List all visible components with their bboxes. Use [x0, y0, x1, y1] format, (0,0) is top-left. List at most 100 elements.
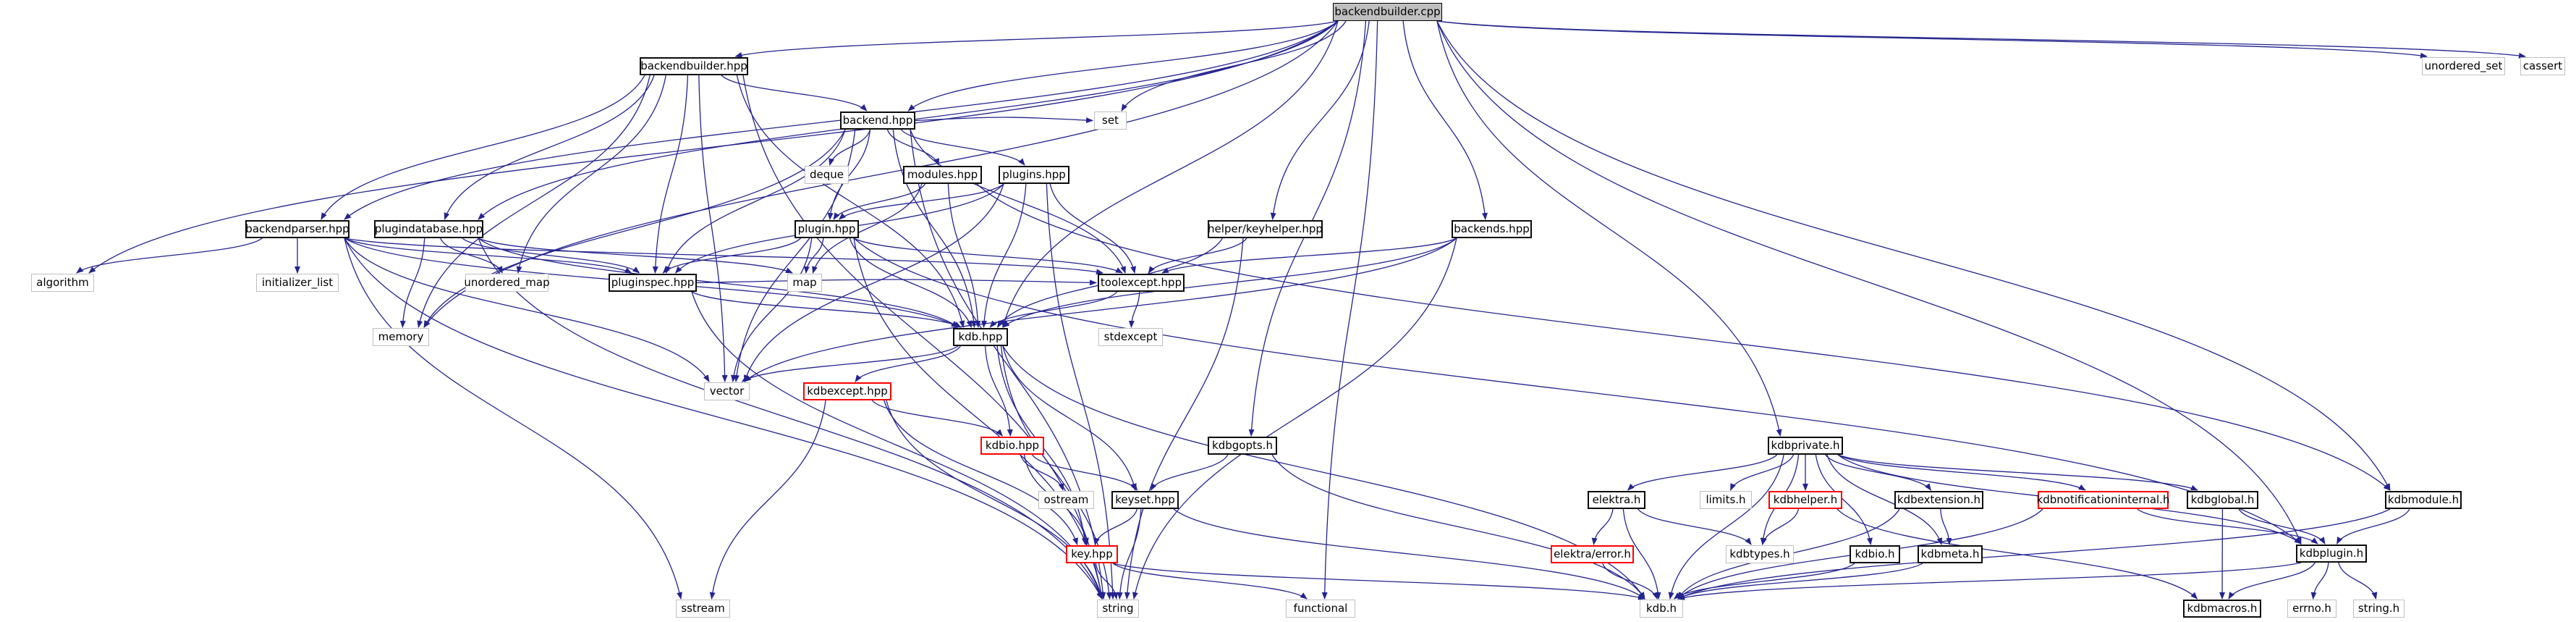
include-edge-kdbio-hpp-to-ostream [1020, 454, 1064, 491]
include-edge-kdbplugin-h-to-kdbmacros-h [2228, 562, 2316, 600]
include-edge-backendbuilder-cpp-to-unordered-set [1436, 20, 2428, 59]
include-edge-backend-hpp-to-memory [423, 129, 846, 328]
include-edge-plugin-hpp-to-vector [731, 238, 813, 382]
include-edge-backendbuilder-hpp-to-backendparser-hpp [321, 75, 645, 220]
graph-node-kdbprivate-h[interactable]: kdbprivate.h [1768, 437, 1843, 455]
include-edge-plugindatabase-hpp-to-map [478, 238, 793, 274]
graph-node-kdbmodule-h[interactable]: kdbmodule.h [2385, 491, 2462, 509]
graph-node-modules-hpp[interactable]: modules.hpp [903, 166, 982, 184]
include-edge-backendbuilder-cpp-to-set [1121, 20, 1347, 112]
include-edge-toolexcept-hpp-to-kdb-hpp [989, 291, 1118, 328]
include-edge-backend-hpp-to-pluginspec-hpp [665, 129, 846, 274]
graph-node-kdbio-h[interactable]: kdbio.h [1850, 545, 1900, 563]
include-edge-kdb-hpp-to-kdbio-hpp [984, 345, 1013, 437]
include-edge-backendbuilder-cpp-to-helper-keyhelper-hpp [1270, 20, 1370, 220]
include-edge-kdbmeta-h-to-kdb-h [1677, 563, 1923, 600]
include-edge-backend-hpp-to-kdb-hpp [892, 129, 977, 328]
include-edge-kdbmodule-h-to-kdb-h [1677, 508, 2391, 600]
include-edge-backends-hpp-to-toolexcept-hpp [1161, 238, 1457, 274]
include-edge-kdb-hpp-to-keyset-hpp [1002, 345, 1137, 491]
graph-node-algorithm: algorithm [31, 274, 94, 292]
include-edge-backendparser-hpp-to-vector [344, 238, 710, 382]
include-edge-plugins-hpp-to-toolexcept-hpp [1049, 183, 1137, 274]
graph-node-kdbnotificationinternal-h[interactable]: kdbnotificationinternal.h [2037, 491, 2169, 509]
include-edge-backendbuilder-cpp-to-backends-hpp [1402, 20, 1488, 220]
graph-node-kdbmacros-h[interactable]: kdbmacros.h [2183, 600, 2261, 618]
include-edge-kdbmodule-h-to-kdbplugin-h [2336, 508, 2410, 545]
graph-node-kdbio-hpp[interactable]: kdbio.hpp [980, 437, 1044, 455]
graph-node-kdbglobal-h[interactable]: kdbglobal.h [2187, 491, 2258, 509]
include-edge-kdbprivate-h-to-kdbio-h [1815, 454, 1873, 545]
graph-node-key-hpp[interactable]: key.hpp [1066, 545, 1118, 563]
graph-node-backendparser-hpp[interactable]: backendparser.hpp [245, 220, 349, 238]
include-edge-kdbgopts-h-to-kdb-h [1271, 454, 1645, 600]
include-edge-kdbhelper-h-to-kdbmacros-h [1836, 508, 2198, 600]
graph-node-vector: vector [704, 382, 750, 400]
include-edge-kdbplugin-h-to-string-h [2338, 562, 2378, 600]
graph-node-kdbmeta-h[interactable]: kdbmeta.h [1918, 545, 1983, 563]
graph-node-pluginspec-hpp[interactable]: pluginspec.hpp [609, 274, 697, 292]
include-edge-kdbio-h-to-kdb-h [1673, 563, 1855, 600]
graph-node-kdbgopts-h[interactable]: kdbgopts.h [1208, 437, 1277, 455]
graph-node-plugindatabase-hpp[interactable]: plugindatabase.hpp [374, 220, 483, 238]
graph-node-functional: functional [1286, 600, 1355, 618]
include-edge-kdbnotificationinternal-h-to-kdbplugin-h [2137, 508, 2318, 545]
graph-node-backendbuilder-cpp[interactable]: backendbuilder.cpp [1333, 3, 1442, 21]
include-edge-backends-hpp-to-string [1132, 238, 1457, 600]
include-edge-backendparser-hpp-to-pluginspec-hpp [344, 238, 632, 274]
graph-node-kdbexcept-hpp[interactable]: kdbexcept.hpp [803, 382, 891, 400]
include-edge-backend-hpp-to-deque [829, 129, 871, 166]
graph-node-backendbuilder-hpp[interactable]: backendbuilder.hpp [640, 57, 748, 75]
include-edge-plugin-hpp-to-kdb-hpp [849, 238, 973, 328]
include-edge-kdbexcept-hpp-to-kdbio-hpp [871, 400, 1003, 437]
graph-node-kdbextension-h[interactable]: kdbextension.h [1894, 491, 1983, 509]
graph-node-helper-keyhelper-hpp[interactable]: helper/keyhelper.hpp [1208, 220, 1323, 238]
include-edge-backendbuilder-cpp-to-memory [423, 20, 1339, 328]
include-edge-plugins-hpp-to-plugin-hpp [838, 183, 1004, 220]
include-edge-backendbuilder-hpp-to-memory [417, 75, 651, 328]
include-edge-backendparser-hpp-to-toolexcept-hpp [344, 238, 1103, 275]
include-edge-kdbprivate-h-to-kdbglobal-h [1837, 454, 2198, 491]
include-edge-pluginspec-hpp-to-string [691, 291, 1103, 600]
graph-node-limits-h: limits.h [1700, 491, 1752, 509]
graph-node-kdb-h: kdb.h [1640, 600, 1683, 618]
graph-node-plugin-hpp[interactable]: plugin.hpp [795, 220, 859, 238]
graph-node-keyset-hpp[interactable]: keyset.hpp [1111, 491, 1179, 509]
graph-node-unordered-set: unordered_set [2422, 57, 2505, 75]
include-edge-plugindatabase-hpp-to-unordered-map [440, 238, 503, 274]
include-edge-backendbuilder-hpp-to-plugindatabase-hpp [444, 75, 655, 220]
include-edge-backendbuilder-hpp-to-backend-hpp [721, 75, 868, 112]
include-edge-backendbuilder-cpp-to-backend-hpp [907, 20, 1339, 112]
include-edge-kdbio-hpp-to-keyset-hpp [1032, 454, 1138, 491]
graph-node-ostream: ostream [1038, 491, 1094, 509]
include-edge-backendbuilder-hpp-to-pluginspec-hpp [652, 75, 689, 274]
include-edge-backendbuilder-cpp-to-kdbmodule-h [1436, 20, 2391, 491]
graph-node-backends-hpp[interactable]: backends.hpp [1452, 220, 1532, 238]
include-edge-helper-keyhelper-hpp-to-toolexcept-hpp [1148, 238, 1247, 274]
include-edge-kdbplugin-h-to-errno-h [2310, 562, 2329, 600]
include-edge-backends-hpp-to-vector [744, 238, 1457, 382]
include-edge-kdbprivate-h-to-kdbmeta-h [1826, 454, 1943, 545]
include-edge-kdbexcept-hpp-to-key-hpp [884, 400, 1078, 545]
include-edge-backend-hpp-to-plugin-hpp [827, 129, 871, 220]
include-edge-plugin-hpp-to-toolexcept-hpp [853, 238, 1123, 274]
graph-node-elektra-h[interactable]: elektra.h [1588, 491, 1645, 509]
include-edge-elektra-h-to-elektra-error-h [1591, 508, 1614, 545]
graph-node-plugins-hpp[interactable]: plugins.hpp [999, 166, 1069, 184]
include-edge-elektra-h-to-kdbtypes-h [1637, 508, 1752, 545]
include-edge-kdbprivate-h-to-kdbextension-h [1825, 454, 1932, 491]
graph-node-kdbplugin-h[interactable]: kdbplugin.h [2296, 545, 2367, 563]
include-edge-backend-hpp-to-string [910, 129, 1106, 600]
graph-node-kdb-hpp[interactable]: kdb.hpp [953, 328, 1008, 346]
include-edge-kdbextension-h-to-kdbmeta-h [1940, 508, 1952, 545]
include-edge-elektra-h-to-kdb-h [1622, 508, 1661, 600]
graph-node-backend-hpp[interactable]: backend.hpp [840, 112, 915, 130]
graph-node-elektra-error-h[interactable]: elektra/error.h [1551, 545, 1634, 563]
graph-node-toolexcept-hpp[interactable]: toolexcept.hpp [1098, 274, 1185, 292]
include-edge-keyset-hpp-to-string [1117, 508, 1142, 600]
graph-node-kdbhelper-h[interactable]: kdbhelper.h [1768, 491, 1842, 509]
include-edge-backendbuilder-cpp-to-kdbprivate-h [1436, 20, 1782, 437]
graph-node-string: string [1097, 600, 1139, 618]
graph-node-unordered-map: unordered_map [464, 274, 550, 292]
